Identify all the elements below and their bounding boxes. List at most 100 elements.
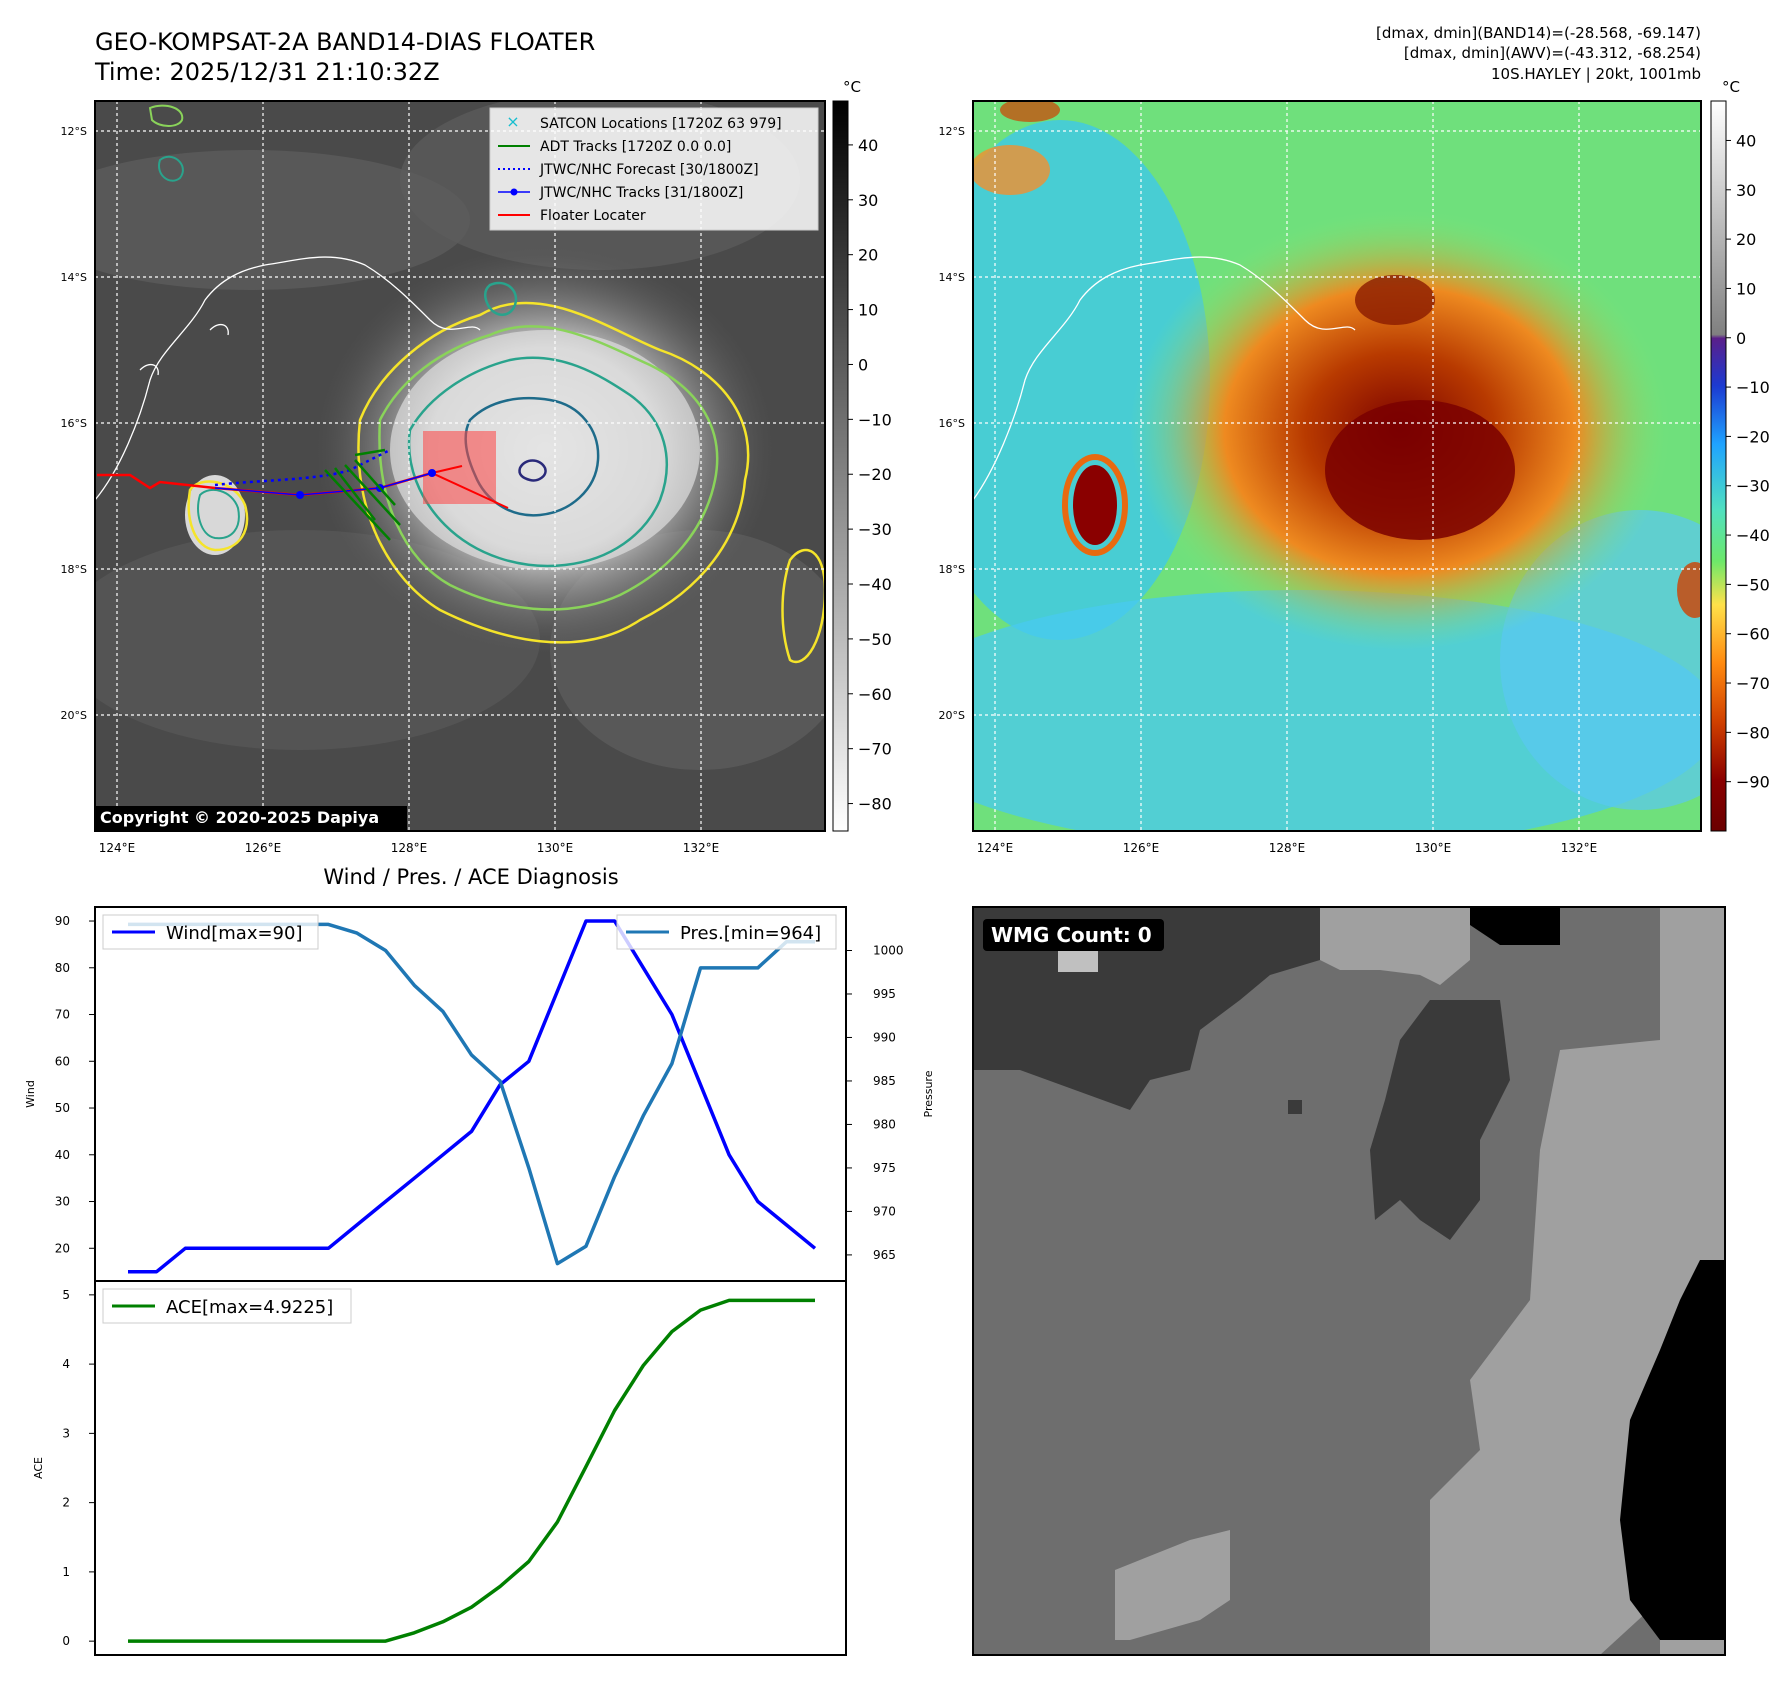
y2-tick-label: 980 [873,1117,896,1131]
legend-label: Floater Locater [540,208,646,224]
lon-label: 130°E [1415,841,1452,855]
colorbar-tick-label: −40 [1736,526,1770,545]
y2-tick-label: 990 [873,1030,896,1044]
y-tick-label: 20 [55,1241,70,1255]
colorbar-tick-label: 10 [1736,279,1756,298]
colorbar-tick-label: −20 [858,465,892,484]
colorbar-tick-label: −50 [1736,575,1770,594]
wind-axis-label: Wind [24,1080,37,1108]
colorbar-tick-label: −20 [1736,427,1770,446]
awv-map: 12°S 14°S 16°S 18°S 20°S 124°E 126°E 128… [939,78,1770,855]
lat-label: 16°S [939,417,965,430]
lon-label: 124°E [99,841,136,855]
y-tick-label: 2 [62,1496,70,1510]
y2-tick-label: 975 [873,1161,896,1175]
colorbar-tick-label: 40 [1736,131,1756,150]
lon-label: 132°E [683,841,720,855]
lat-label: 20°S [939,709,965,722]
colorbar-tick-label: −60 [858,685,892,704]
colorbar-tick-label: −70 [1736,674,1770,693]
awv-range: [dmax, dmin](AWV)=(-43.312, -68.254) [1404,44,1701,62]
lon-label: 126°E [1123,841,1160,855]
awv-colorbar: °C 40 30 20 10 0 −10 −20 −30 −40 −50 −60 −70 −80 −90 [1710,78,1770,832]
figure-time: Time: 2025/12/31 21:10:32Z [94,58,440,86]
colorbar-tick-label: 20 [1736,230,1756,249]
colorbar-tick-label: 30 [858,191,878,210]
lon-label: 128°E [391,841,428,855]
map-legend: × SATCON Locations [1720Z 63 979] ADT Tr… [489,107,819,231]
colorbar-tick-label: 20 [858,246,878,265]
lon-label: 132°E [1561,841,1598,855]
y-tick-label: 90 [55,914,70,928]
lon-label: 130°E [537,841,574,855]
lat-label: 16°S [61,417,87,430]
y-tick-label: 0 [62,1634,70,1648]
diagnosis-title: Wind / Pres. / ACE Diagnosis [323,865,618,889]
colorbar-tick-label: −10 [1736,378,1770,397]
y-tick-label: 1 [62,1565,70,1579]
ace-chart: ACE 0 1 2 3 4 5 ACE[max=4.9225] [32,1280,847,1656]
colorbar-tick-label: −10 [858,410,892,429]
figure-title: GEO-KOMPSAT-2A BAND14-DIAS FLOATER [95,28,595,56]
colorbar-tick-label: −40 [858,575,892,594]
y-tick-label: 4 [62,1357,70,1371]
wind-legend-label: Wind[max=90] [166,923,303,944]
wmg-count-label: WMG Count: 0 [991,923,1152,947]
copyright-badge [95,806,407,830]
lon-label: 128°E [1269,841,1306,855]
band14-range: [dmax, dmin](BAND14)=(-28.568, -69.147) [1376,24,1701,42]
lat-label: 14°S [61,271,87,284]
y2-tick-label: 1000 [873,943,904,957]
y-tick-label: 80 [55,961,70,975]
y2-tick-label: 985 [873,1074,896,1088]
ace-axis-label: ACE [32,1457,45,1479]
colorbar-tick-label: −30 [1736,477,1770,496]
colorbar-tick-label: −80 [1736,723,1770,742]
svg-text:°C: °C [843,78,861,96]
lon-label: 124°E [977,841,1014,855]
pressure-axis-label: Pressure [922,1070,935,1117]
lon-label: 126°E [245,841,282,855]
legend-label: SATCON Locations [1720Z 63 979] [540,116,782,132]
colorbar-tick-label: −90 [1736,773,1770,792]
lat-label: 12°S [61,125,87,138]
lat-label: 14°S [939,271,965,284]
y-tick-label: 70 [55,1008,70,1022]
legend-label: JTWC/NHC Forecast [30/1800Z] [539,162,759,178]
colorbar-tick-label: −30 [858,520,892,539]
y2-tick-label: 970 [873,1204,896,1218]
series-line-0 [128,1298,815,1643]
lat-label: 18°S [61,563,87,576]
svg-text:°C: °C [1722,78,1740,96]
lat-label: 18°S [939,563,965,576]
colorbar-tick-label: 40 [858,136,878,155]
colorbar-tick-label: −60 [1736,625,1770,644]
colorbar-tick-label: 10 [858,301,878,320]
y2-tick-label: 995 [873,987,896,1001]
wmg-count-badge [983,919,1164,951]
band14-colorbar: °C 40 30 20 10 0 −10 −20 −30 −40 −50 −60 −70 −80 [832,78,892,832]
colorbar-tick-label: −50 [858,630,892,649]
y-tick-label: 30 [55,1195,70,1209]
wind-pressure-chart: Wind Pressure 20 30 40 50 60 70 80 90 965 970 975 9… [24,906,935,1282]
band14-map: 12°S 14°S 16°S 18°S 20°S 124°E 126°E 128… [61,78,892,855]
y2-tick-label: 965 [873,1248,896,1262]
series-line-0 [128,919,817,1274]
colorbar-tick-label: 0 [858,355,868,374]
lat-label: 20°S [61,709,87,722]
pressure-legend-label: Pres.[min=964] [680,923,821,944]
storm-info: 10S.HAYLEY | 20kt, 1001mb [1491,65,1701,83]
lat-label: 12°S [939,125,965,138]
colorbar-tick-label: 0 [1736,329,1746,348]
legend-label: JTWC/NHC Tracks [31/1800Z] [539,185,743,201]
copyright-text: Copyright © 2020-2025 Dapiya [100,808,379,827]
colorbar-tick-label: 30 [1736,181,1756,200]
y-tick-label: 60 [55,1054,70,1068]
y-tick-label: 50 [55,1101,70,1115]
colorbar-tick-label: −80 [858,795,892,814]
y-tick-label: 3 [62,1426,70,1440]
y-tick-label: 5 [62,1288,70,1302]
wmg-panel: WMG Count: 0 [972,906,1726,1656]
y-tick-label: 40 [55,1148,70,1162]
